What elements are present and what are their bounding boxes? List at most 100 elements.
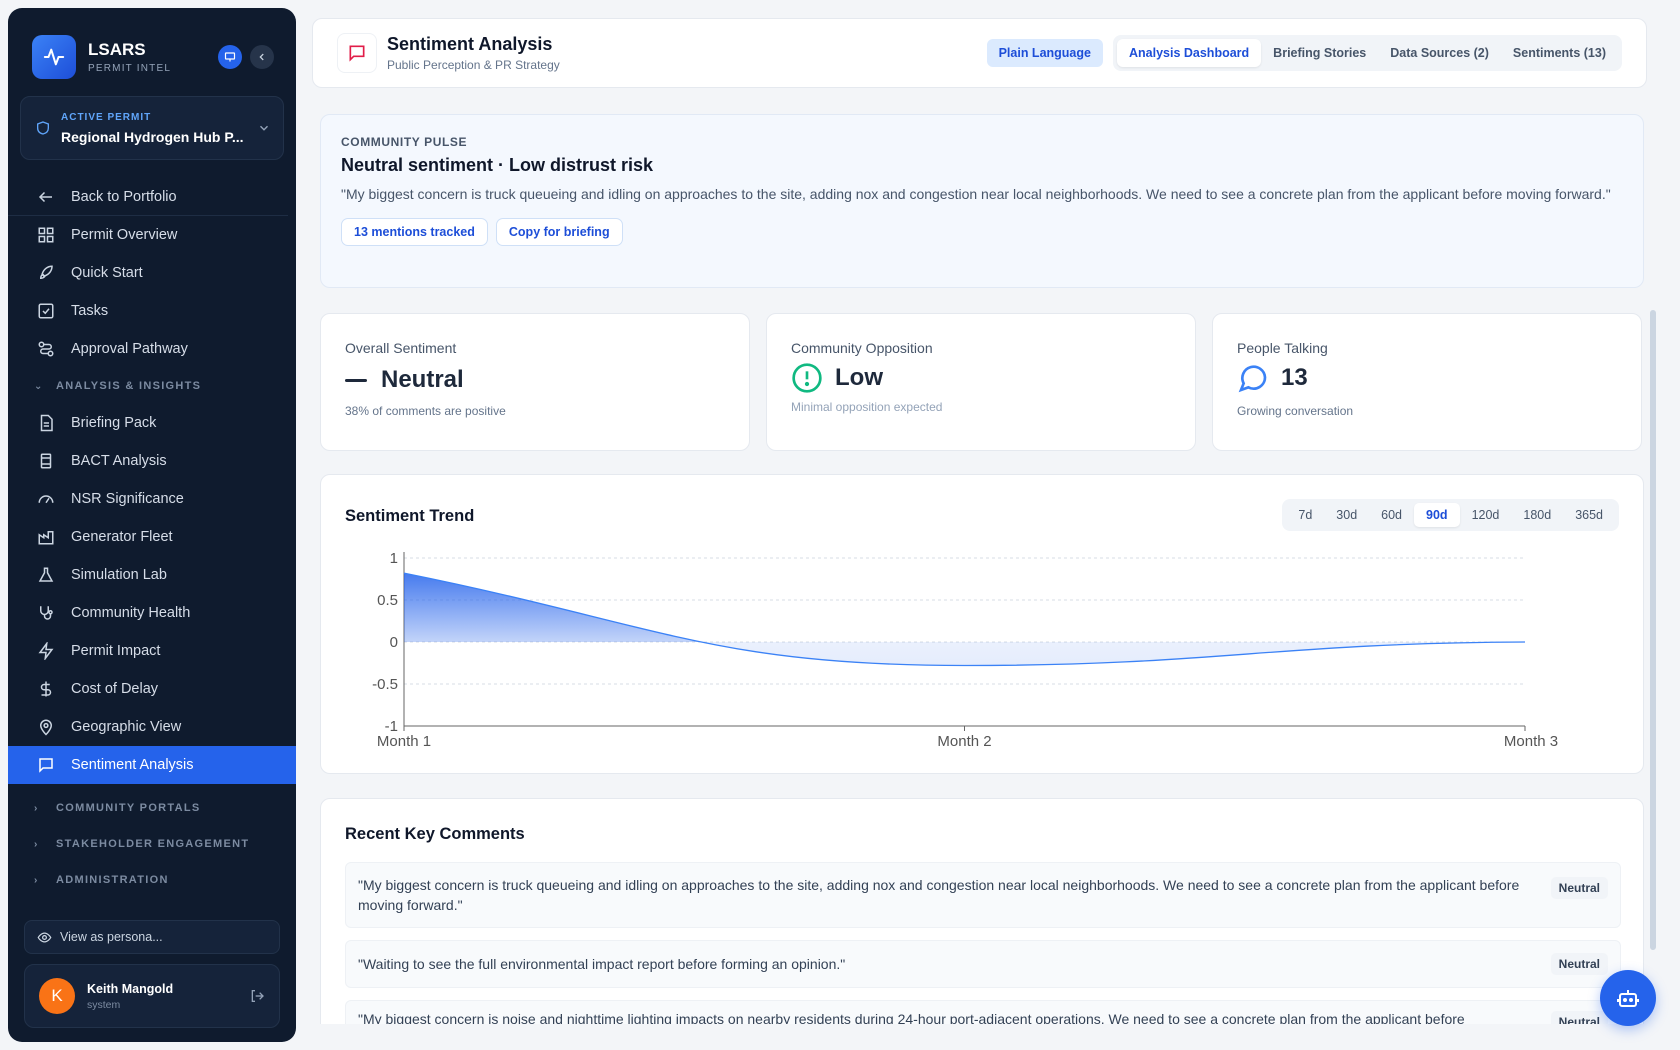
content-scrollbar[interactable]: [1650, 310, 1656, 950]
pulse-eyebrow: COMMUNITY PULSE: [341, 135, 468, 149]
metric-value: Neutral: [381, 366, 464, 393]
mentions-chip[interactable]: 13 mentions tracked: [341, 218, 488, 246]
main-content: Sentiment Analysis Public Perception & P…: [312, 0, 1680, 1050]
plain-language-toggle[interactable]: Plain Language: [986, 39, 1103, 67]
range-30d[interactable]: 30d: [1336, 508, 1358, 522]
user-card: K Keith Mangold system: [24, 964, 280, 1028]
metric-value: Low: [835, 364, 883, 391]
sentiment-badge: Neutral: [1550, 953, 1608, 975]
presentation-mode-button[interactable]: [218, 45, 242, 69]
chevron-down-icon: ⌄: [34, 380, 44, 392]
section-stakeholder-engagement[interactable]: › STAKEHOLDER ENGAGEMENT: [8, 826, 296, 862]
active-permit-selector[interactable]: ACTIVE PERMIT Regional Hydrogen Hub P...: [20, 96, 284, 160]
tab-sentiments[interactable]: Sentiments (13): [1512, 46, 1606, 60]
tab-analysis-dashboard[interactable]: Analysis Dashboard: [1116, 39, 1262, 67]
chevron-right-icon: ›: [34, 838, 39, 850]
nav-label: Back to Portfolio: [71, 188, 177, 205]
range-120d[interactable]: 120d: [1471, 508, 1500, 522]
comment-item[interactable]: "My biggest concern is noise and nightti…: [345, 1000, 1621, 1024]
range-180d[interactable]: 180d: [1523, 508, 1552, 522]
message-circle-icon: [1238, 365, 1267, 393]
comment-item[interactable]: "My biggest concern is truck queueing an…: [345, 862, 1621, 928]
brand-name: LSARS: [88, 40, 146, 59]
x-tick-label: Month 2: [937, 733, 991, 750]
section-administration[interactable]: › ADMINISTRATION: [8, 862, 296, 898]
dashboard-scroll-area[interactable]: COMMUNITY PULSE Neutral sentiment · Low …: [312, 104, 1652, 1024]
collapse-sidebar-button[interactable]: [250, 45, 274, 69]
comments-title: Recent Key Comments: [345, 825, 525, 843]
nav-label: Approval Pathway: [71, 341, 188, 357]
arrow-left-icon: [36, 187, 56, 207]
metric-subtext: Growing conversation: [1237, 404, 1354, 418]
minus-icon: [345, 378, 367, 382]
sentiment-line: [403, 572, 1526, 667]
section-community-portals[interactable]: › COMMUNITY PORTALS: [8, 790, 296, 826]
sidebar: LSARS PERMIT INTEL ACTIVE PERMIT Regiona…: [8, 8, 296, 1042]
recent-comments-card: Recent Key Comments "My biggest concern …: [320, 798, 1644, 1024]
y-tick-label: 0: [390, 634, 398, 651]
rocket-icon: [36, 263, 56, 283]
shield-icon: [37, 121, 49, 135]
section-label: STAKEHOLDER ENGAGEMENT: [56, 838, 250, 850]
sidebar-item-nsr-significance[interactable]: NSR Significance: [8, 480, 296, 518]
sidebar-item-permit-overview[interactable]: Permit Overview: [8, 216, 296, 254]
range-60d[interactable]: 60d: [1381, 508, 1403, 522]
area-fill-negative: [404, 642, 1525, 666]
range-7d[interactable]: 7d: [1298, 508, 1313, 522]
filter-cylinder-icon: [36, 451, 56, 471]
gauge-icon: [36, 489, 56, 509]
nav-label: Geographic View: [71, 719, 182, 735]
grid-icon: [36, 225, 56, 245]
nav-label: Cost of Delay: [71, 681, 159, 697]
sidebar-item-briefing-pack[interactable]: Briefing Pack: [8, 404, 296, 442]
comment-item[interactable]: "Waiting to see the full environmental i…: [345, 940, 1621, 988]
page-subtitle: Public Perception & PR Strategy: [387, 58, 560, 72]
view-tabs: Analysis Dashboard Briefing Stories Data…: [1112, 35, 1622, 71]
user-role: system: [87, 998, 121, 1011]
permit-name: Regional Hydrogen Hub P...: [61, 128, 244, 145]
nav-label: Quick Start: [71, 265, 143, 281]
chevron-right-icon: ›: [34, 874, 39, 886]
page-title: Sentiment Analysis: [387, 34, 553, 54]
metric-label: Community Opposition: [791, 340, 933, 356]
back-to-portfolio-link[interactable]: Back to Portfolio: [8, 178, 288, 216]
copy-for-briefing-button[interactable]: Copy for briefing: [495, 218, 623, 246]
page-header: Sentiment Analysis Public Perception & P…: [312, 18, 1647, 88]
chevron-down-icon: [260, 125, 268, 131]
sidebar-item-generator-fleet[interactable]: Generator Fleet: [8, 518, 296, 556]
sidebar-item-bact-analysis[interactable]: BACT Analysis: [8, 442, 296, 480]
message-square-icon: [337, 33, 377, 73]
pulse-logo-icon: [32, 35, 76, 79]
persona-label: View as persona...: [60, 930, 163, 944]
metric-label: People Talking: [1237, 340, 1328, 356]
sidebar-item-permit-impact[interactable]: Permit Impact: [8, 632, 296, 670]
sidebar-item-simulation-lab[interactable]: Simulation Lab: [8, 556, 296, 594]
section-label: ADMINISTRATION: [56, 874, 169, 886]
logout-icon[interactable]: [249, 988, 265, 1004]
view-as-persona-button[interactable]: View as persona...: [24, 920, 280, 954]
sidebar-item-cost-of-delay[interactable]: Cost of Delay: [8, 670, 296, 708]
range-90d[interactable]: 90d: [1414, 503, 1460, 527]
section-analysis-insights[interactable]: ⌄ ANALYSIS & INSIGHTS: [8, 368, 296, 404]
sidebar-item-geographic-view[interactable]: Geographic View: [8, 708, 296, 746]
nav-label: BACT Analysis: [71, 453, 167, 469]
stethoscope-icon: [36, 603, 56, 623]
x-tick-label: Month 1: [377, 733, 431, 750]
tab-data-sources[interactable]: Data Sources (2): [1390, 46, 1489, 60]
community-opposition-card: Community Opposition Low Minimal opposit…: [766, 313, 1196, 451]
nav-label: Permit Impact: [71, 643, 161, 659]
range-selector: 7d 30d 60d 90d 120d 180d 365d: [1282, 499, 1619, 531]
sidebar-item-sentiment-analysis[interactable]: Sentiment Analysis: [8, 746, 296, 784]
sidebar-item-quick-start[interactable]: Quick Start: [8, 254, 296, 292]
trend-title: Sentiment Trend: [345, 507, 475, 525]
sidebar-item-tasks[interactable]: Tasks: [8, 292, 296, 330]
brand: LSARS PERMIT INTEL: [8, 8, 296, 88]
tab-briefing-stories[interactable]: Briefing Stories: [1273, 46, 1367, 60]
range-365d[interactable]: 365d: [1575, 508, 1603, 522]
sidebar-item-community-health[interactable]: Community Health: [8, 594, 296, 632]
permit-label: ACTIVE PERMIT: [61, 111, 152, 123]
user-name: Keith Mangold: [87, 981, 174, 996]
y-tick-label: 0.5: [377, 592, 398, 609]
assistant-bot-button[interactable]: [1600, 970, 1656, 1026]
sidebar-item-approval-pathway[interactable]: Approval Pathway: [8, 330, 296, 368]
